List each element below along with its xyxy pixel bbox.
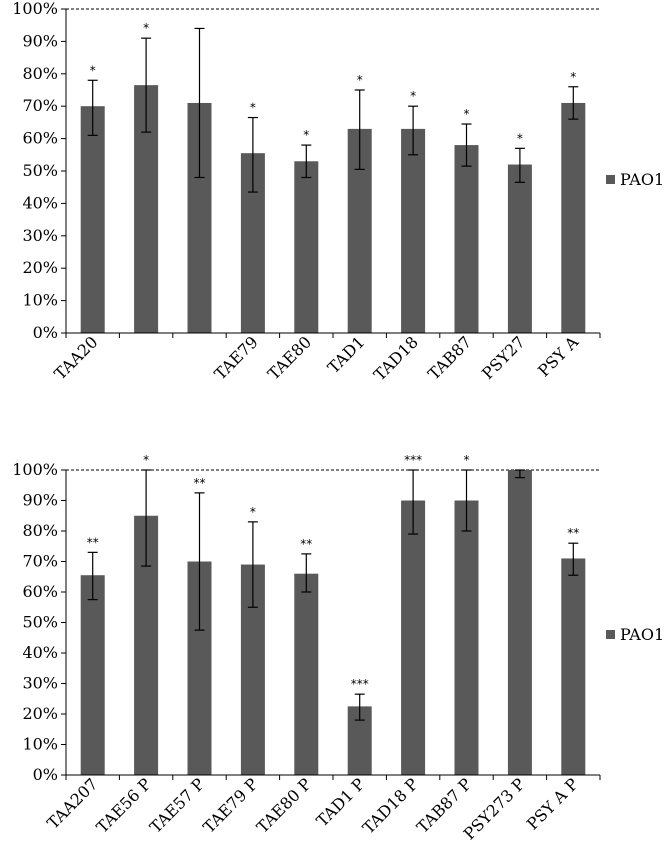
y-tick-label: 50% (22, 613, 58, 632)
y-tick-label: 100% (12, 0, 58, 18)
legend-label: PAO1 (620, 170, 664, 189)
y-tick-label: 60% (22, 129, 58, 148)
y-tick-label: 90% (22, 31, 58, 50)
significance-marker: * (570, 70, 576, 84)
x-tick-label: TAD1 (324, 332, 369, 377)
significance-marker: * (410, 89, 416, 103)
significance-marker: *** (404, 453, 422, 467)
y-tick-label: 80% (22, 521, 58, 540)
y-tick-label: 30% (22, 226, 58, 245)
x-tick-label: PSY27 (478, 332, 529, 383)
significance-marker: ** (194, 476, 206, 490)
bar (561, 102, 586, 334)
bar (401, 128, 426, 333)
x-tick-label: PSY A (534, 332, 582, 380)
significance-marker: * (303, 128, 309, 142)
y-axis: 0% 10% 20% 30% 40% 50% 60% 70% 80% 90% 100% (12, 0, 67, 342)
y-tick-label: 10% (22, 735, 58, 754)
significance-marker: * (250, 505, 256, 519)
y-tick-label: 70% (22, 552, 58, 571)
significance-marker: * (143, 21, 149, 35)
x-tick-label: TAE57 P (146, 774, 209, 837)
y-tick-label: 0% (33, 323, 58, 342)
bar (507, 470, 532, 775)
x-tick-label: TAD18 (370, 332, 422, 384)
significance-marker: * (250, 101, 256, 115)
y-tick-label: 20% (22, 704, 58, 723)
bar (561, 558, 586, 775)
x-tick-label: TAE80 (264, 332, 315, 383)
bar (454, 500, 479, 775)
x-tick-label: TAE79 P (199, 774, 262, 837)
significance-marker: ** (567, 526, 579, 540)
significance-marker: * (357, 73, 363, 87)
legend-swatch (606, 630, 615, 639)
y-tick-label: 20% (22, 258, 58, 277)
x-tick-label: PSY A P (523, 774, 582, 833)
significance-marker: ** (300, 537, 312, 551)
x-tick-label: TAE79 (211, 332, 262, 383)
chart-2: 0%10%20%30%40%50%60%70%80%90%100%*******… (12, 453, 664, 843)
bar (80, 575, 105, 775)
bars: ************** *** (80, 453, 586, 775)
legend: PAO1 (606, 625, 664, 644)
x-tick-label: TAA20 (50, 332, 101, 383)
y-tick-label: 60% (22, 582, 58, 601)
y-tick-label: 100% (12, 460, 58, 479)
y-tick-label: 50% (22, 161, 58, 180)
y-tick-label: 40% (22, 643, 58, 662)
bar (507, 164, 532, 333)
bar (401, 500, 426, 775)
x-tick-label: TAB87 (424, 332, 475, 383)
chart-1: 0%10%20%30%40%50%60%70%80%90%100%*******… (12, 0, 664, 384)
y-tick-label: 80% (22, 64, 58, 83)
bar (80, 106, 105, 333)
bar (454, 145, 479, 333)
x-tick-label: TAE80 P (253, 774, 316, 837)
legend-label: PAO1 (620, 625, 664, 644)
significance-marker: * (90, 63, 96, 77)
significance-marker: * (517, 131, 523, 145)
y-tick-label: 40% (22, 193, 58, 212)
significance-marker: * (464, 107, 470, 121)
bar (294, 161, 319, 333)
significance-marker: *** (351, 677, 369, 691)
significance-marker: * (143, 453, 149, 467)
bars: * * * * * * * * * (80, 21, 586, 334)
significance-marker: * (464, 453, 470, 467)
legend: PAO1 (606, 170, 664, 189)
y-tick-label: 0% (33, 765, 58, 784)
significance-marker: ** (87, 535, 99, 549)
x-tick-label: TAE56 P (93, 774, 156, 837)
y-tick-label: 90% (22, 491, 58, 510)
y-tick-label: 30% (22, 674, 58, 693)
x-tick-label: TAD18 P (359, 774, 422, 837)
legend-swatch (606, 175, 615, 184)
y-axis: 0% 10% 20% 30% 40% 50% 60% 70% 80% 90% 100% (12, 460, 67, 784)
bar (294, 573, 319, 775)
y-tick-label: 70% (22, 96, 58, 115)
y-tick-label: 10% (22, 291, 58, 310)
